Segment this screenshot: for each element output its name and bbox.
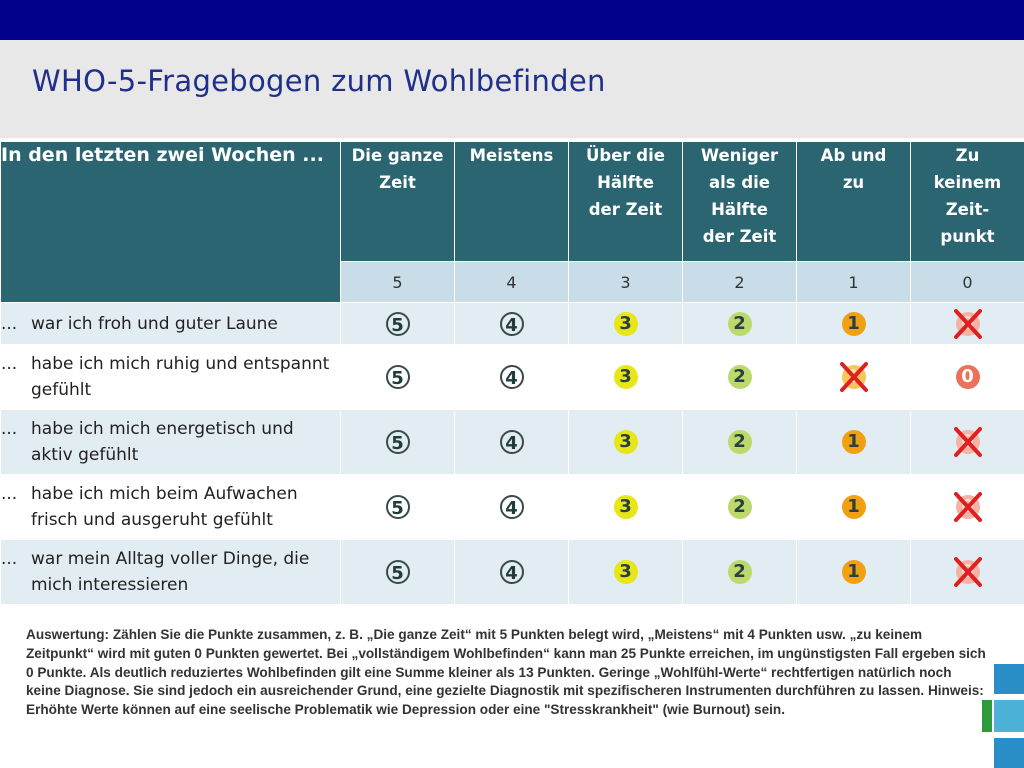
option-cell[interactable]: 4 [454, 474, 569, 540]
option-5[interactable]: 5 [385, 311, 410, 336]
option-cell[interactable]: 3 [568, 409, 683, 475]
option-cell[interactable]: 4 [454, 344, 569, 410]
question-text: habe ich mich beim Aufwachen frisch und … [31, 484, 298, 530]
option-cell[interactable]: 1 [796, 409, 911, 475]
who5-table: In den letzten zwei Wochen ... Die ganze… [0, 141, 1024, 605]
option-cell[interactable]: 5 [340, 302, 455, 345]
option-cell[interactable]: 0 [910, 409, 1024, 475]
option-4[interactable]: 4 [499, 560, 524, 584]
option-5[interactable]: 5 [385, 560, 410, 584]
col-header-4: Meistens [454, 141, 569, 262]
decor-block [994, 664, 1024, 694]
option-cell[interactable]: 2 [682, 344, 797, 410]
question-row: ... habe ich mich energetisch und aktiv g… [0, 409, 1024, 475]
question-cell: ... habe ich mich beim Aufwachen frisch u… [0, 474, 341, 540]
option-cell[interactable]: 4 [454, 302, 569, 345]
question-text: habe ich mich ruhig und entspannt gefühl… [31, 354, 330, 400]
decor-block [994, 738, 1024, 768]
option-cell[interactable]: 0 [910, 539, 1024, 605]
question-cell: ... war mein Alltag voller Dinge, die mic… [0, 539, 341, 605]
header-row: In den letzten zwei Wochen ... Die ganze… [0, 141, 1024, 303]
col-header-5: Die ganze Zeit [340, 141, 455, 262]
evaluation-note: Auswertung: Zählen Sie die Punkte zusamm… [26, 627, 986, 718]
decor-block [994, 700, 1024, 732]
option-cell[interactable]: 4 [454, 409, 569, 475]
score-0: 0 [910, 261, 1024, 303]
option-cell[interactable]: 1 [796, 302, 911, 345]
option-2[interactable]: 2 [727, 311, 752, 336]
col-header-2: Weniger als die Hälfte der Zeit [682, 141, 797, 262]
option-4[interactable]: 4 [499, 311, 524, 336]
option-1[interactable]: 1 [841, 560, 866, 584]
option-cell[interactable]: 5 [340, 409, 455, 475]
option-2[interactable]: 2 [727, 560, 752, 584]
option-4[interactable]: 4 [499, 365, 524, 389]
col-header-1: Ab und zu [796, 141, 911, 262]
option-4[interactable]: 4 [499, 495, 524, 519]
top-bar [0, 0, 1024, 40]
score-row: 5 4 3 2 1 0 [1, 261, 1024, 303]
question-row: ... habe ich mich beim Aufwachen frisch u… [0, 474, 1024, 540]
option-cell[interactable]: 4 [454, 539, 569, 605]
option-cell[interactable]: 0 [910, 344, 1024, 410]
option-5[interactable]: 5 [385, 495, 410, 519]
score-1: 1 [796, 261, 911, 303]
option-5[interactable]: 5 [385, 430, 410, 454]
score-3: 3 [568, 261, 683, 303]
option-cell[interactable]: 3 [568, 474, 683, 540]
option-0[interactable]: 0 [955, 365, 980, 389]
option-cell[interactable]: 1 [796, 344, 911, 410]
option-cell[interactable]: 0 [910, 302, 1024, 345]
option-cell[interactable]: 0 [910, 474, 1024, 540]
score-2: 2 [682, 261, 797, 303]
option-cell[interactable]: 3 [568, 539, 683, 605]
question-cell: ... war ich froh und guter Laune [0, 302, 341, 345]
option-0[interactable]: 0 [955, 311, 980, 336]
option-5[interactable]: 5 [385, 365, 410, 389]
option-2[interactable]: 2 [727, 365, 752, 389]
option-2[interactable]: 2 [727, 430, 752, 454]
col-header-0: Zu keinem Zeit-punkt [910, 141, 1024, 262]
question-row: ... habe ich mich ruhig und entspannt gef… [0, 344, 1024, 410]
option-cell[interactable]: 3 [568, 344, 683, 410]
option-3[interactable]: 3 [613, 430, 638, 454]
option-cell[interactable]: 1 [796, 539, 911, 605]
option-1[interactable]: 1 [841, 311, 866, 336]
question-text: war ich froh und guter Laune [31, 313, 278, 334]
option-cell[interactable]: 2 [682, 302, 797, 345]
option-cell[interactable]: 2 [682, 474, 797, 540]
score-4: 4 [454, 261, 569, 303]
option-3[interactable]: 3 [613, 495, 638, 519]
question-cell: ... habe ich mich ruhig und entspannt gef… [0, 344, 341, 410]
question-header: In den letzten zwei Wochen ... [0, 141, 341, 303]
option-cell[interactable]: 5 [340, 474, 455, 540]
question-cell: ... habe ich mich energetisch und aktiv g… [0, 409, 341, 475]
option-3[interactable]: 3 [613, 365, 638, 389]
option-3[interactable]: 3 [613, 311, 638, 336]
question-text: habe ich mich energetisch und aktiv gefü… [31, 419, 294, 465]
option-2[interactable]: 2 [727, 495, 752, 519]
option-cell[interactable]: 5 [340, 539, 455, 605]
title-bar [0, 40, 1024, 138]
question-row: ... war mein Alltag voller Dinge, die mic… [0, 539, 1024, 605]
question-row: ... war ich froh und guter Laune 5 4 3 2 … [0, 302, 1024, 345]
page-title: WHO-5-Fragebogen zum Wohlbefinden [32, 64, 606, 98]
option-cell[interactable]: 5 [340, 344, 455, 410]
option-3[interactable]: 3 [613, 560, 638, 584]
option-0[interactable]: 0 [955, 560, 980, 584]
option-cell[interactable]: 2 [682, 539, 797, 605]
option-1[interactable]: 1 [841, 430, 866, 454]
col-header-3: Über die Hälfte der Zeit [568, 141, 683, 262]
option-cell[interactable]: 2 [682, 409, 797, 475]
score-5: 5 [340, 261, 455, 303]
option-0[interactable]: 0 [955, 495, 980, 519]
option-4[interactable]: 4 [499, 430, 524, 454]
option-cell[interactable]: 1 [796, 474, 911, 540]
option-1[interactable]: 1 [841, 495, 866, 519]
option-cell[interactable]: 3 [568, 302, 683, 345]
option-1[interactable]: 1 [841, 365, 866, 389]
decor-block [982, 700, 992, 732]
option-0[interactable]: 0 [955, 430, 980, 454]
question-text: war mein Alltag voller Dinge, die mich i… [31, 549, 310, 595]
